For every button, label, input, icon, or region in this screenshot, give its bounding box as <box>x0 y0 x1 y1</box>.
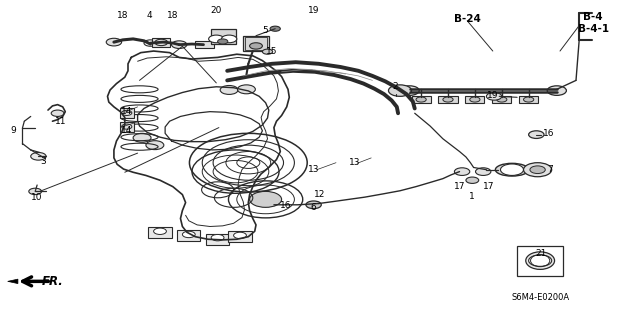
Circle shape <box>500 164 524 175</box>
Text: 17: 17 <box>483 182 494 191</box>
Circle shape <box>529 255 552 266</box>
Text: 2: 2 <box>392 82 397 91</box>
Text: 19: 19 <box>308 6 319 15</box>
Circle shape <box>497 97 507 102</box>
Circle shape <box>250 191 282 207</box>
Circle shape <box>270 26 280 31</box>
Circle shape <box>250 43 262 49</box>
Circle shape <box>524 97 534 102</box>
Circle shape <box>476 168 491 175</box>
Circle shape <box>133 133 151 142</box>
Circle shape <box>530 166 545 174</box>
Text: 19: 19 <box>487 91 499 100</box>
Text: 14: 14 <box>121 107 132 116</box>
Text: 17: 17 <box>454 182 465 191</box>
Text: 15: 15 <box>266 47 278 56</box>
Circle shape <box>486 93 502 100</box>
Circle shape <box>234 232 246 239</box>
Circle shape <box>237 85 255 94</box>
Circle shape <box>211 234 224 241</box>
Bar <box>465 96 484 103</box>
Text: 16: 16 <box>543 130 555 138</box>
Circle shape <box>106 38 122 46</box>
Circle shape <box>51 110 64 116</box>
Circle shape <box>146 141 164 150</box>
Text: 11: 11 <box>55 117 67 126</box>
Circle shape <box>29 188 42 195</box>
Bar <box>228 231 252 242</box>
Bar <box>492 96 511 103</box>
Text: B-4-1: B-4-1 <box>578 24 609 34</box>
Text: 9: 9 <box>10 126 15 135</box>
Circle shape <box>172 41 187 48</box>
Text: 21: 21 <box>535 249 547 258</box>
Circle shape <box>400 86 419 95</box>
Circle shape <box>547 86 566 95</box>
Bar <box>206 234 229 245</box>
Text: 7: 7 <box>548 165 553 174</box>
Bar <box>245 37 267 50</box>
Circle shape <box>470 97 480 102</box>
Text: 18: 18 <box>117 11 129 20</box>
Text: B-24: B-24 <box>454 14 481 24</box>
Circle shape <box>220 85 238 94</box>
Text: 20: 20 <box>211 6 222 15</box>
Bar <box>177 230 200 241</box>
Circle shape <box>154 228 166 234</box>
Bar <box>120 122 134 132</box>
Text: 14: 14 <box>121 126 132 135</box>
Bar <box>120 108 134 118</box>
Circle shape <box>221 35 237 43</box>
Text: 4: 4 <box>147 11 152 20</box>
Circle shape <box>262 49 273 54</box>
Circle shape <box>454 168 470 175</box>
Text: 3: 3 <box>41 157 46 166</box>
Text: 18: 18 <box>167 11 179 20</box>
Polygon shape <box>8 279 18 284</box>
Text: 1: 1 <box>469 192 474 201</box>
Bar <box>243 36 269 51</box>
Text: 12: 12 <box>314 190 326 199</box>
Circle shape <box>529 131 544 138</box>
Circle shape <box>443 97 453 102</box>
Text: 10: 10 <box>31 193 43 202</box>
Text: 6: 6 <box>311 203 316 212</box>
Circle shape <box>31 152 46 160</box>
Circle shape <box>218 39 228 44</box>
Circle shape <box>524 163 552 177</box>
Text: 13: 13 <box>308 165 319 174</box>
Text: B-4: B-4 <box>584 11 603 22</box>
Ellipse shape <box>526 252 554 269</box>
Circle shape <box>388 85 412 96</box>
Ellipse shape <box>495 163 529 176</box>
Bar <box>195 41 214 48</box>
Circle shape <box>209 35 224 43</box>
Circle shape <box>306 201 321 209</box>
Text: 5: 5 <box>263 26 268 35</box>
Bar <box>519 96 538 103</box>
Circle shape <box>416 97 426 102</box>
Circle shape <box>182 231 195 238</box>
Bar <box>152 38 170 47</box>
Text: S6M4-E0200A: S6M4-E0200A <box>512 293 570 302</box>
Bar <box>412 96 431 103</box>
Bar <box>148 227 172 238</box>
Bar <box>517 246 563 276</box>
Text: 13: 13 <box>349 158 361 167</box>
Text: FR.: FR. <box>42 275 63 288</box>
Text: 16: 16 <box>280 201 292 210</box>
Bar <box>211 29 236 44</box>
Bar <box>438 96 458 103</box>
Circle shape <box>466 177 479 183</box>
